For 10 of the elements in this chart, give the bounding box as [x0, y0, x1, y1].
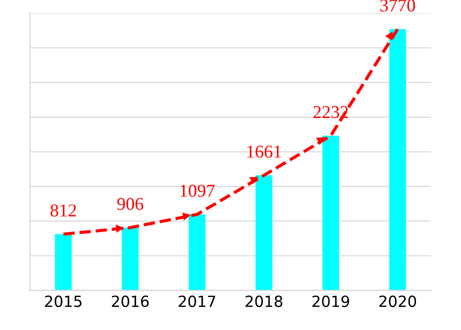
x-tick-label: 2017: [178, 296, 216, 308]
x-tick-label: 2016: [112, 296, 149, 308]
data-label: 906: [117, 198, 144, 210]
data-label: 1661: [247, 146, 281, 158]
x-tick-label: 2015: [45, 296, 82, 308]
x-tick-label: 2019: [312, 296, 350, 308]
x-tick-label: 2018: [246, 296, 282, 308]
data-label: 1097: [180, 184, 215, 197]
data-label: 812: [50, 204, 76, 217]
x-tick-label: 2020: [379, 296, 416, 308]
